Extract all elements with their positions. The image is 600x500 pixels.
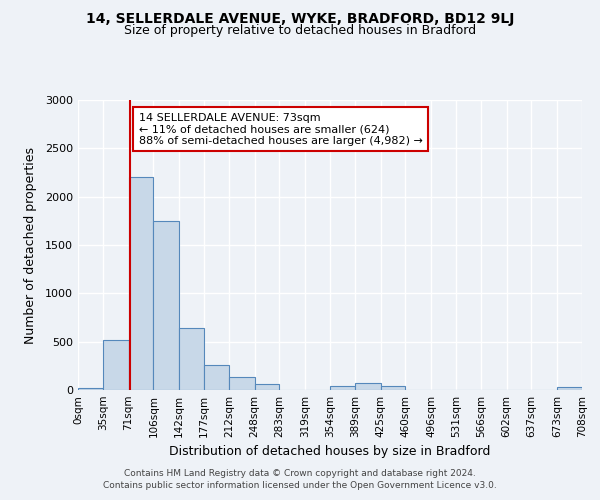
Bar <box>229 378 254 390</box>
Bar <box>78 388 103 390</box>
Bar <box>557 386 582 390</box>
Bar <box>179 328 204 390</box>
Bar <box>254 384 280 390</box>
Text: Contains public sector information licensed under the Open Government Licence v3: Contains public sector information licen… <box>103 481 497 490</box>
Bar <box>128 178 154 390</box>
Bar <box>103 340 128 390</box>
Y-axis label: Number of detached properties: Number of detached properties <box>23 146 37 344</box>
Text: 14, SELLERDALE AVENUE, WYKE, BRADFORD, BD12 9LJ: 14, SELLERDALE AVENUE, WYKE, BRADFORD, B… <box>86 12 514 26</box>
Text: 14 SELLERDALE AVENUE: 73sqm
← 11% of detached houses are smaller (624)
88% of se: 14 SELLERDALE AVENUE: 73sqm ← 11% of det… <box>139 112 422 146</box>
Text: Contains HM Land Registry data © Crown copyright and database right 2024.: Contains HM Land Registry data © Crown c… <box>124 468 476 477</box>
X-axis label: Distribution of detached houses by size in Bradford: Distribution of detached houses by size … <box>169 446 491 458</box>
Bar <box>330 386 355 390</box>
Bar <box>380 386 406 390</box>
Bar <box>204 365 229 390</box>
Bar <box>355 383 380 390</box>
Text: Size of property relative to detached houses in Bradford: Size of property relative to detached ho… <box>124 24 476 37</box>
Bar <box>154 221 179 390</box>
